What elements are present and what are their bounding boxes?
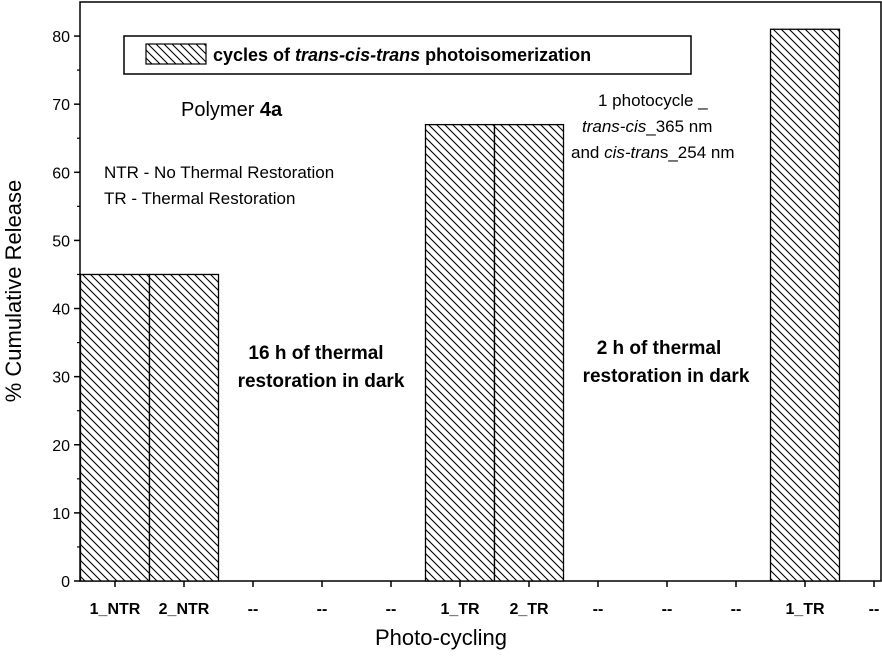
x-tick-label: 2_NTR [159, 601, 210, 618]
x-tick-label: -- [317, 601, 328, 618]
restoration-2h-line1: 2 h of thermal [597, 338, 722, 359]
ntr-note: NTR - No Thermal Restoration [104, 163, 334, 182]
bar-1-ntr-0 [79, 273, 151, 582]
photocycle-line3: and cis-trans_254 nm [571, 143, 735, 162]
y-tick-label: 40 [52, 302, 70, 319]
photocycle-line2-italic: trans-cis [582, 117, 647, 136]
x-tick-label: -- [248, 601, 259, 618]
photocycle-line3-italic: cis-tran [604, 143, 660, 162]
photocycle-line2-rest: _365 nm [645, 117, 712, 136]
bar-2-ntr-1 [148, 273, 220, 582]
y-tick-label: 50 [52, 233, 70, 250]
photocycle-line1: 1 photocycle _ [598, 91, 708, 110]
legend: cycles of trans-cis-trans photoisomeriza… [123, 35, 692, 75]
restoration-16h-line1: 16 h of thermal [248, 343, 383, 364]
y-axis: 0 10 20 30 40 50 60 70 80 [52, 29, 80, 591]
x-tick-label: 1_NTR [90, 601, 141, 618]
x-tick-label: -- [593, 601, 604, 618]
restoration-2h-line2: restoration in dark [583, 366, 750, 387]
bar-1-tr-10 [769, 28, 841, 582]
x-tick-label: -- [731, 601, 742, 618]
legend-box [123, 35, 692, 75]
legend-label: cycles of trans-cis-trans photoisomeriza… [213, 45, 591, 65]
x-tick-label: 1_TR [785, 601, 825, 618]
y-tick-label: 10 [52, 506, 70, 523]
x-axis: 1_NTR 2_NTR -- -- -- 1_TR 2_TR -- -- -- 1_TR -- [90, 581, 880, 618]
y-tick-label: 30 [52, 370, 70, 387]
x-axis-title: Photo-cycling [375, 625, 507, 650]
y-tick-label: 60 [52, 165, 70, 182]
x-tick-label: -- [869, 601, 880, 618]
y-tick-label: 70 [52, 97, 70, 114]
polymer-prefix: Polymer [181, 99, 260, 121]
polymer-label: Polymer 4a [181, 99, 283, 121]
y-tick-label: 0 [61, 574, 70, 591]
photocycle-line2: trans-cis_365 nm [582, 117, 712, 136]
y-tick-label: 20 [52, 438, 70, 455]
bar-2-tr-6 [493, 123, 565, 582]
x-tick-label: -- [386, 601, 397, 618]
legend-part-1: cycles of [213, 45, 295, 65]
x-tick-label: 2_TR [509, 601, 549, 618]
photocycle-line3-rest: s_254 nm [660, 143, 735, 162]
y-axis-title: % Cumulative Release [1, 180, 26, 403]
tr-note: TR - Thermal Restoration [104, 189, 295, 208]
photocycle-line3-pre: and [571, 143, 604, 162]
bars [79, 28, 841, 582]
polymer-bold: 4a [260, 99, 283, 121]
x-tick-label: -- [662, 601, 673, 618]
y-tick-label: 80 [52, 29, 70, 46]
legend-swatch [145, 43, 207, 65]
legend-part-2: trans-cis-trans [295, 45, 420, 65]
x-tick-label: 1_TR [440, 601, 480, 618]
legend-part-3: photoisomerization [420, 45, 591, 65]
restoration-16h-line2: restoration in dark [238, 371, 405, 392]
bar-1-tr-5 [424, 123, 496, 582]
